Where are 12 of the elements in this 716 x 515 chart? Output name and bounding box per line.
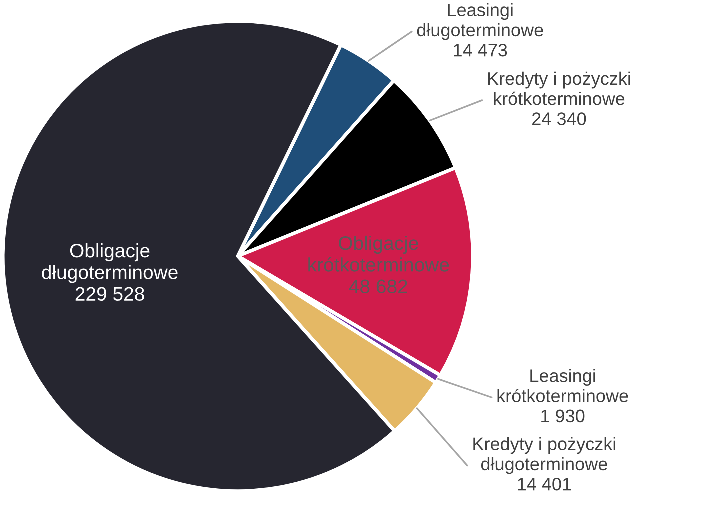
data-label: 14 401 <box>518 478 572 491</box>
data-label: 1 930 <box>542 410 585 423</box>
data-label: 14 473 <box>454 44 508 57</box>
data-label: 24 340 <box>532 112 586 126</box>
slice-label: Obligacje krótkoterminowe <box>308 236 450 272</box>
slice-label: Kredyty i pożyczki długoterminowe <box>474 437 616 474</box>
slice-label: Leasingi długoterminowe <box>417 3 544 40</box>
slice-label: Kredyty i pożyczki krótkoterminowe <box>488 72 630 106</box>
slice-label: Obligacje długoterminowe <box>42 243 178 284</box>
data-label: 229 528 <box>76 287 144 302</box>
data-label: 48 682 <box>349 280 408 294</box>
slice-label: Leasingi krótkoterminowe <box>498 369 628 402</box>
